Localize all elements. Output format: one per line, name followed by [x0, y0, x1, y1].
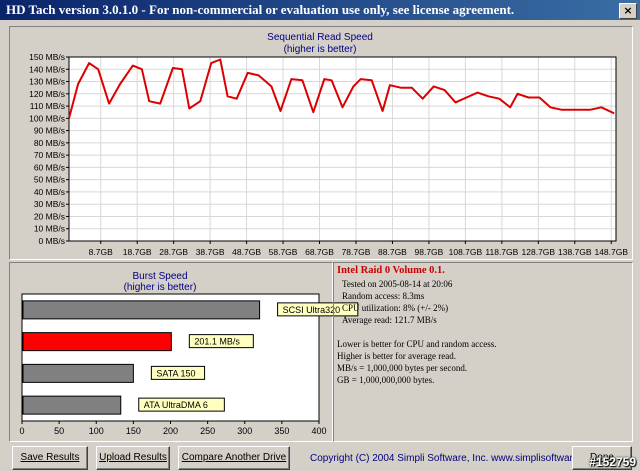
done-label: Done: [590, 452, 614, 463]
window-title: HD Tach version 3.0.1.0 - For non-commer…: [6, 2, 515, 17]
compare-drive-label: Compare Another Drive: [181, 452, 287, 463]
close-icon[interactable]: ×: [619, 3, 637, 19]
burst-chart-subtitle: (higher is better): [123, 282, 197, 293]
random-access: Random access: 8.3ms: [342, 291, 425, 301]
read-chart-subtitle: (higher is better): [283, 44, 357, 55]
read-chart-panel: [9, 26, 633, 260]
disk-name: Intel Raid 0 Volume 0.1.: [337, 265, 445, 276]
read-chart-title: Sequential Read Speed: [267, 32, 373, 43]
upload-results-button[interactable]: Upload Results: [96, 446, 170, 470]
cpu-utilization: CPU utilization: 8% (+/- 2%): [342, 303, 449, 313]
title-bar: HD Tach version 3.0.1.0 - For non-commer…: [0, 0, 640, 20]
note-gb-def: GB = 1,000,000,000 bytes.: [337, 375, 435, 385]
burst-chart-title: Burst Speed: [132, 271, 188, 282]
compare-drive-button[interactable]: Compare Another Drive: [178, 446, 290, 470]
note-higher-better: Higher is better for average read.: [337, 351, 456, 361]
copyright-text: Copyright (C) 2004 Simpli Software, Inc.…: [310, 453, 601, 464]
info-panel: [333, 262, 633, 442]
done-button[interactable]: Done: [572, 446, 632, 470]
upload-results-label: Upload Results: [99, 452, 167, 463]
info-block: Intel Raid 0 Volume 0.1. Tested on 2005-…: [337, 265, 627, 435]
save-results-label: Save Results: [20, 452, 80, 463]
burst-chart-panel: [9, 262, 333, 442]
watermark-text: #152759: [589, 455, 636, 469]
note-lower-better: Lower is better for CPU and random acces…: [337, 339, 497, 349]
average-read: Average read: 121.7 MB/s: [342, 315, 437, 325]
tested-on: Tested on 2005-08-14 at 20:06: [342, 279, 453, 289]
note-mbs-def: MB/s = 1,000,000 bytes per second.: [337, 363, 468, 373]
save-results-button[interactable]: Save Results: [12, 446, 88, 470]
